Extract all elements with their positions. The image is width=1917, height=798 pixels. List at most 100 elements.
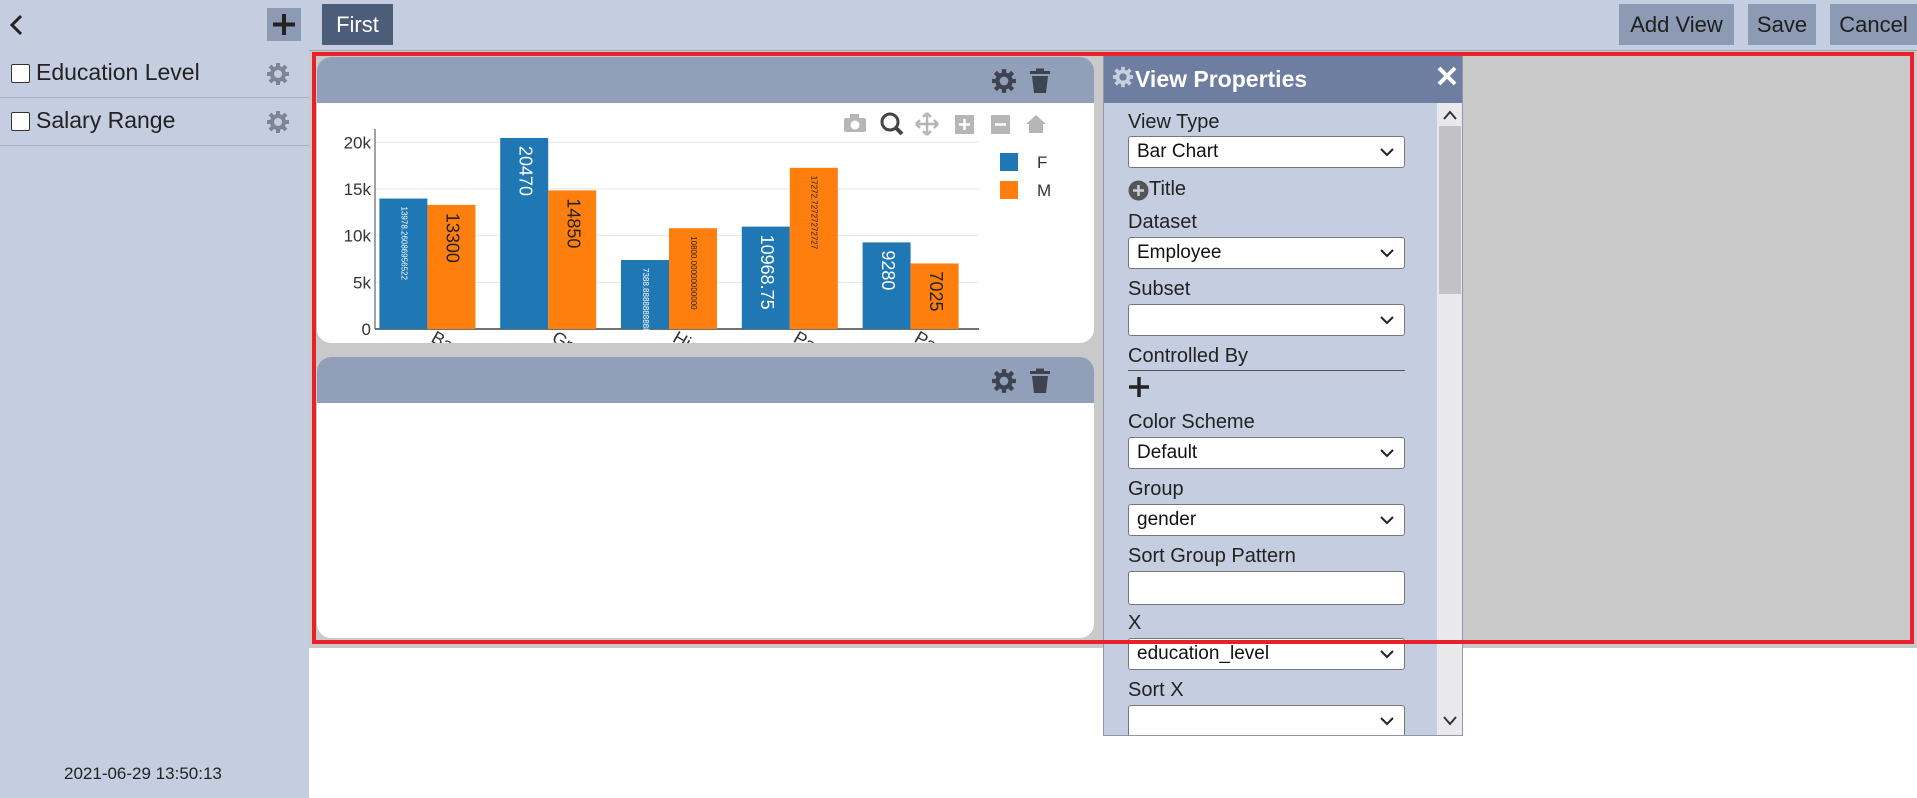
y-tick-label: 15k bbox=[344, 180, 372, 199]
bar-data-label: 7388.888888888889 bbox=[641, 268, 650, 342]
chart-bar bbox=[500, 137, 549, 329]
y-tick-label: 5k bbox=[353, 273, 371, 292]
legend-label: F bbox=[1037, 153, 1047, 172]
x-label: X bbox=[1128, 612, 1142, 634]
top-toolbar: First Add View Save Cancel bbox=[0, 0, 1917, 50]
sort-group-pattern-label: Sort Group Pattern bbox=[1128, 545, 1296, 567]
trash-icon[interactable] bbox=[1027, 68, 1053, 94]
dataset-select[interactable]: Employee bbox=[1128, 237, 1405, 269]
scroll-up-icon[interactable] bbox=[1441, 108, 1459, 122]
controlled-by-label: Controlled By bbox=[1128, 345, 1249, 367]
add-view-button[interactable]: Add View bbox=[1619, 4, 1734, 45]
close-icon[interactable] bbox=[1435, 64, 1459, 88]
chevron-down-icon bbox=[1380, 717, 1394, 726]
sort-x-label: Sort X bbox=[1128, 679, 1184, 701]
bar-data-label: 10800.00000000000 bbox=[689, 236, 698, 310]
bar-data-label: 20470 bbox=[515, 146, 535, 196]
gear-icon bbox=[1112, 66, 1134, 88]
subset-select[interactable] bbox=[1128, 304, 1405, 336]
save-button[interactable]: Save bbox=[1748, 4, 1816, 45]
bar-data-label: 14850 bbox=[563, 198, 583, 248]
filter-sidebar: Education Level Salary Range 2021-06-29 … bbox=[0, 50, 309, 798]
gear-icon[interactable] bbox=[991, 68, 1017, 94]
chart-bar bbox=[621, 260, 669, 329]
bar-data-label: 17272.72727272727 bbox=[810, 176, 819, 250]
x-select[interactable]: education_level bbox=[1128, 638, 1405, 670]
filter-row-education-level[interactable]: Education Level bbox=[0, 50, 309, 98]
bar-data-label: 13978.26086956522 bbox=[399, 207, 408, 281]
trash-icon[interactable] bbox=[1027, 368, 1053, 394]
x-value: education_level bbox=[1137, 643, 1270, 664]
bar-chart: 05k10k15k20k13978.2608695652213300Bachel… bbox=[344, 129, 1051, 343]
back-chevron-icon[interactable] bbox=[6, 12, 28, 38]
y-tick-label: 20k bbox=[344, 133, 372, 152]
add-controller-plus-icon[interactable] bbox=[1128, 376, 1150, 398]
view-properties-panel: View Properties View Type Bar Chart Titl… bbox=[1103, 55, 1463, 736]
chart-bar bbox=[669, 228, 717, 329]
bar-data-label: 10968.75 bbox=[757, 235, 777, 310]
chart-bar bbox=[910, 263, 959, 329]
title-toggle-label: Title bbox=[1149, 178, 1187, 200]
camera-icon[interactable] bbox=[844, 114, 866, 132]
chart-bar bbox=[741, 226, 790, 329]
salary-range-checkbox[interactable] bbox=[11, 112, 30, 131]
view-type-select[interactable]: Bar Chart bbox=[1128, 136, 1405, 168]
color-scheme-value: Default bbox=[1137, 442, 1198, 463]
gear-icon[interactable] bbox=[266, 110, 290, 134]
divider bbox=[1128, 370, 1405, 371]
group-select[interactable]: gender bbox=[1128, 504, 1405, 536]
view-type-value: Bar Chart bbox=[1137, 141, 1219, 162]
chart-view-card: 05k10k15k20k13978.2608695652213300Bachel… bbox=[317, 57, 1094, 343]
chevron-down-icon bbox=[1380, 516, 1394, 525]
chevron-down-icon bbox=[1380, 249, 1394, 258]
scroll-down-icon[interactable] bbox=[1441, 714, 1459, 728]
cancel-button[interactable]: Cancel bbox=[1830, 4, 1917, 45]
color-scheme-select[interactable]: Default bbox=[1128, 437, 1405, 469]
view-type-label: View Type bbox=[1128, 111, 1220, 133]
plus-icon[interactable] bbox=[955, 115, 974, 134]
filter-label: Salary Range bbox=[36, 107, 176, 133]
legend-swatch bbox=[1000, 153, 1018, 171]
gear-icon[interactable] bbox=[991, 368, 1017, 394]
minus-icon[interactable] bbox=[991, 115, 1010, 134]
sort-x-select[interactable] bbox=[1128, 705, 1405, 735]
filter-row-salary-range[interactable]: Salary Range bbox=[0, 98, 309, 146]
sort-group-pattern-input[interactable] bbox=[1128, 571, 1405, 605]
dataset-label: Dataset bbox=[1128, 211, 1197, 233]
view-header bbox=[317, 357, 1094, 403]
scrollbar-thumb[interactable] bbox=[1439, 126, 1461, 294]
empty-view-card bbox=[317, 357, 1094, 638]
chevron-down-icon bbox=[1380, 316, 1394, 325]
dataset-value: Employee bbox=[1137, 242, 1222, 263]
legend-label: M bbox=[1037, 181, 1051, 200]
chevron-down-icon bbox=[1380, 148, 1394, 157]
zoom-icon[interactable] bbox=[880, 112, 904, 136]
chart-bar bbox=[862, 242, 911, 329]
plus-circle-icon bbox=[1128, 180, 1149, 201]
education-level-checkbox[interactable] bbox=[11, 64, 30, 83]
chevron-down-icon bbox=[1380, 449, 1394, 458]
color-scheme-label: Color Scheme bbox=[1128, 411, 1255, 433]
chart-bar bbox=[379, 198, 428, 329]
bar-data-label: 13300 bbox=[443, 213, 463, 263]
bar-data-label: 9280 bbox=[878, 250, 898, 290]
chart-modebar bbox=[844, 112, 1046, 136]
chart-bar bbox=[789, 167, 838, 329]
gear-icon[interactable] bbox=[266, 62, 290, 86]
group-value: gender bbox=[1137, 509, 1197, 530]
properties-title: View Properties bbox=[1135, 66, 1308, 92]
group-label: Group bbox=[1128, 478, 1184, 500]
plus-icon bbox=[273, 14, 295, 35]
subset-label: Subset bbox=[1128, 278, 1191, 300]
add-tab-button[interactable] bbox=[267, 8, 301, 41]
chevron-down-icon bbox=[1380, 650, 1394, 659]
y-tick-label: 10k bbox=[344, 227, 372, 246]
home-icon[interactable] bbox=[1026, 115, 1046, 133]
chart-bar bbox=[427, 204, 476, 329]
view-header bbox=[317, 57, 1094, 103]
timestamp: 2021-06-29 13:50:13 bbox=[64, 764, 222, 783]
pan-icon[interactable] bbox=[915, 112, 939, 136]
y-tick-label: 0 bbox=[362, 320, 371, 339]
tab-first[interactable]: First bbox=[322, 4, 393, 45]
filter-label: Education Level bbox=[36, 59, 200, 85]
